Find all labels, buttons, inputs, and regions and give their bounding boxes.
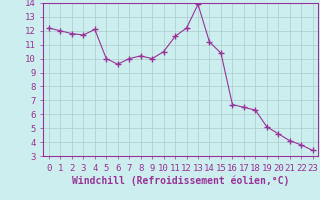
X-axis label: Windchill (Refroidissement éolien,°C): Windchill (Refroidissement éolien,°C) (72, 175, 290, 186)
